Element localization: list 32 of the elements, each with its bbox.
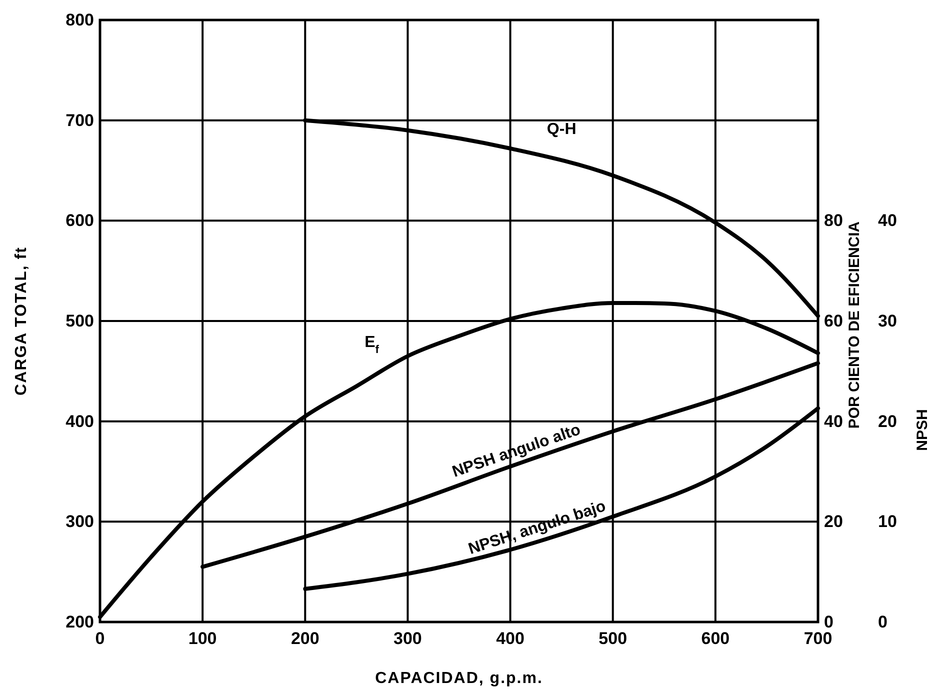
y-tick-label: 500 [66, 311, 94, 330]
y3-tick-label: 10 [878, 512, 897, 532]
x-tick-label: 400 [496, 629, 524, 648]
y2-tick-label: 40 [824, 412, 843, 431]
y-axis-title: CARGA TOTAL, ft [13, 246, 30, 396]
y3-tick-label: 20 [878, 412, 897, 431]
y3-tick-label: 0 [878, 612, 888, 632]
y-tick-label: 400 [66, 412, 94, 431]
y2-tick-label: 60 [824, 311, 843, 330]
series-label: E$_{f}$ [364, 334, 380, 356]
y-tick-label: 300 [66, 512, 94, 532]
x-tick-label: 300 [394, 629, 422, 648]
y-tick-label: 600 [66, 211, 94, 230]
y2-tick-label: 0 [824, 612, 834, 632]
y2-axis-title: POR CIENTO DE EFICIENCIA [846, 221, 863, 429]
x-tick-label: 500 [598, 629, 628, 648]
y-tick-label: 200 [66, 612, 94, 632]
x-tick-label: 0 [95, 629, 105, 648]
y3-tick-label: 30 [878, 311, 897, 330]
x-tick-label: 700 [804, 629, 832, 648]
y2-tick-label: 80 [824, 211, 843, 230]
series-label: Q-H [546, 120, 576, 138]
y3-tick-label: 40 [878, 211, 897, 230]
text: NPSH angulo alto [450, 421, 583, 481]
x-tick-label: 600 [701, 629, 730, 648]
y2-tick-label: 20 [824, 512, 843, 532]
y3-axis-title: NPSH [914, 409, 931, 451]
y-tick-label: 800 [66, 10, 94, 30]
x-tick-label: 100 [188, 629, 217, 648]
x-axis-title: CAPACIDAD, g.p.m. [375, 670, 543, 687]
x-tick-label: 200 [290, 629, 320, 648]
y-tick-label: 700 [66, 110, 94, 130]
